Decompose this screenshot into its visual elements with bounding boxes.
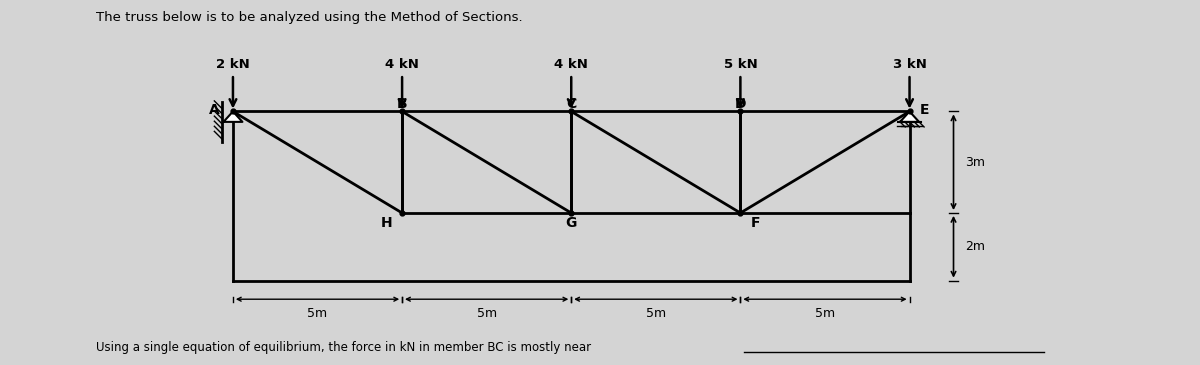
Text: A: A	[209, 103, 220, 117]
Text: C: C	[566, 97, 576, 111]
Text: 5m: 5m	[476, 307, 497, 320]
Text: 5m: 5m	[307, 307, 328, 320]
Text: Using a single equation of equilibrium, the force in kN in member BC is mostly n: Using a single equation of equilibrium, …	[96, 341, 592, 354]
Text: 5m: 5m	[646, 307, 666, 320]
Text: 2m: 2m	[965, 240, 985, 253]
Text: 3 kN: 3 kN	[893, 58, 926, 71]
Polygon shape	[900, 111, 919, 122]
Text: F: F	[751, 216, 761, 230]
Polygon shape	[223, 111, 242, 122]
Text: H: H	[382, 216, 392, 230]
Text: E: E	[920, 103, 930, 117]
Text: 4 kN: 4 kN	[554, 58, 588, 71]
Text: G: G	[565, 216, 577, 230]
Text: 4 kN: 4 kN	[385, 58, 419, 71]
Text: 3m: 3m	[965, 156, 985, 169]
Text: 5m: 5m	[815, 307, 835, 320]
Text: The truss below is to be analyzed using the Method of Sections.: The truss below is to be analyzed using …	[96, 11, 523, 24]
Text: 5 kN: 5 kN	[724, 58, 757, 71]
Text: B: B	[397, 97, 408, 111]
Text: 2 kN: 2 kN	[216, 58, 250, 71]
Text: D: D	[734, 97, 746, 111]
